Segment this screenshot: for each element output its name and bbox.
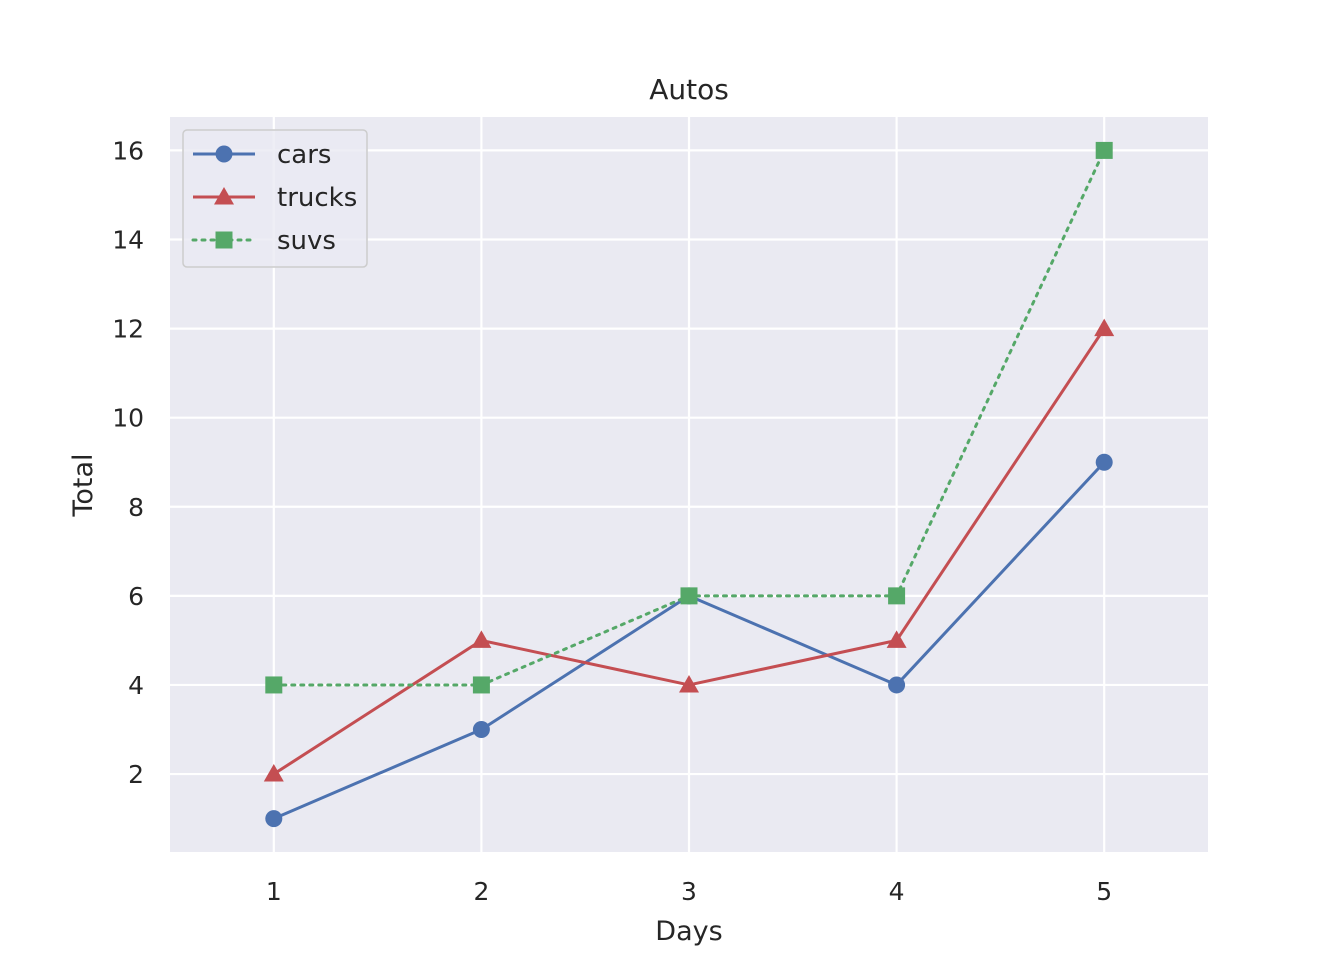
y-tick-label: 16 <box>112 136 144 165</box>
x-tick-label: 1 <box>266 877 282 906</box>
chart-title: Autos <box>649 73 729 106</box>
y-tick-label: 12 <box>112 315 144 344</box>
legend: cars trucks suvs <box>182 129 368 268</box>
data-point <box>679 674 699 693</box>
y-tick-label: 2 <box>128 760 144 789</box>
y-tick-label: 4 <box>128 671 144 700</box>
x-tick-label: 3 <box>681 877 697 906</box>
legend-entry-trucks: trucks <box>193 183 357 213</box>
y-tick-label: 10 <box>112 404 144 433</box>
grid-layer <box>170 117 1208 852</box>
series-layer <box>263 141 1115 828</box>
data-point <box>680 587 698 605</box>
x-tick-label: 2 <box>473 877 489 906</box>
legend-entry-cars: cars <box>193 140 331 170</box>
legend-label: suvs <box>277 226 336 256</box>
y-tick-label: 6 <box>128 582 144 611</box>
data-point <box>1095 141 1113 159</box>
data-point <box>471 630 492 648</box>
y-tick-label: 14 <box>112 226 144 255</box>
legend-label: trucks <box>277 183 357 213</box>
legend-swatch-marker <box>215 231 233 249</box>
data-point <box>472 721 490 738</box>
legend-swatch-marker <box>215 145 233 163</box>
x-tick-label: 5 <box>1096 877 1112 906</box>
data-point <box>265 676 283 694</box>
legend-label: cars <box>277 140 331 170</box>
data-point <box>886 630 907 648</box>
data-point <box>1094 318 1115 337</box>
y-axis-title: Total <box>68 453 99 517</box>
legend-entry-suvs: suvs <box>191 226 336 256</box>
data-point <box>472 676 490 694</box>
data-point <box>888 676 906 694</box>
data-point <box>1095 453 1113 471</box>
y-tick-label: 8 <box>128 493 144 522</box>
data-point <box>263 764 284 782</box>
legend-swatch-marker <box>214 187 234 205</box>
x-axis-title: Days <box>655 916 722 947</box>
x-tick-label: 4 <box>889 877 905 906</box>
data-point <box>265 810 283 828</box>
data-point <box>888 587 906 605</box>
series-suvs <box>265 141 1113 694</box>
